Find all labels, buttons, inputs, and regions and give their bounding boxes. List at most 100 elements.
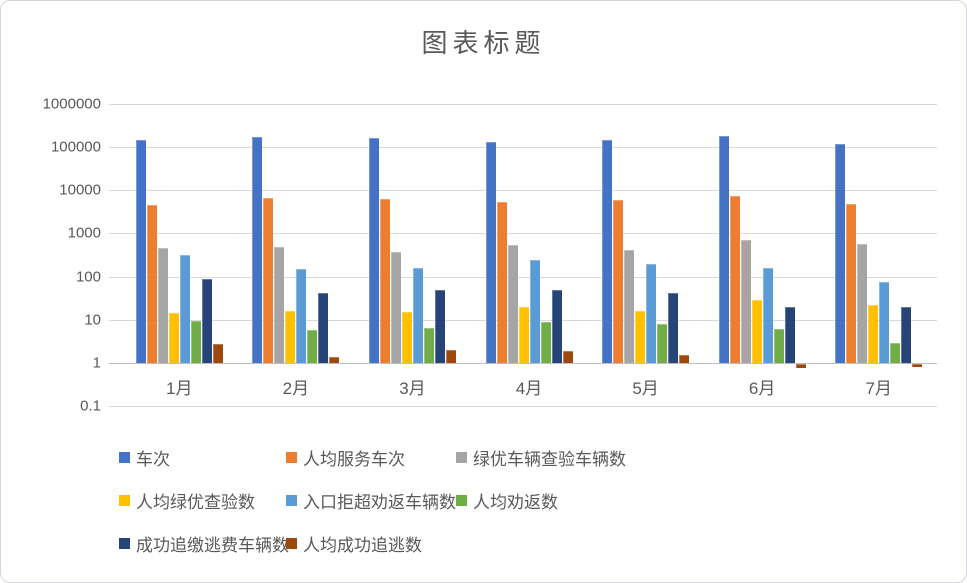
legend-marker-icon — [286, 494, 297, 506]
bar-series-1-month-3 — [379, 199, 390, 363]
legend-item-3: 人均绿优查验数 — [119, 490, 255, 512]
bar-series-0-month-6 — [718, 136, 729, 363]
gridline — [109, 190, 937, 192]
bar-series-4-month-1 — [179, 255, 190, 363]
bar-series-7-month-3 — [445, 349, 456, 363]
legend-marker-icon — [119, 494, 130, 506]
bar-series-3-month-7 — [868, 304, 879, 363]
bar-series-1-month-4 — [496, 202, 507, 363]
bar-series-6-month-1 — [201, 278, 212, 363]
legend-label: 成功追缴逃费车辆数 — [136, 535, 289, 555]
bar-series-1-month-5 — [613, 200, 624, 363]
legend-label: 入口拒超劝返车辆数 — [303, 492, 456, 512]
legend-label: 人均服务车次 — [303, 449, 405, 469]
bar-series-7-month-2 — [329, 356, 340, 363]
y-axis-tick-label: 100000 — [50, 138, 101, 156]
x-axis-category-label: 6月 — [748, 378, 776, 398]
bar-series-0-month-5 — [602, 139, 613, 363]
bar-series-3-month-5 — [635, 310, 646, 363]
bar-series-4-month-4 — [529, 260, 540, 363]
bar-series-5-month-2 — [307, 329, 318, 363]
bar-series-5-month-3 — [423, 328, 434, 363]
bar-series-3-month-6 — [751, 300, 762, 363]
y-axis-tick-label: 1000000 — [42, 95, 101, 113]
bar-series-0-month-3 — [368, 138, 379, 363]
bar-series-4-month-5 — [646, 263, 657, 363]
x-axis-category-label: 2月 — [282, 378, 310, 398]
gridline — [109, 405, 937, 407]
bar-series-0-month-1 — [135, 139, 146, 363]
legend-item-7: 人均成功追逃数 — [286, 533, 422, 555]
legend-marker-icon — [119, 451, 130, 463]
legend-label: 人均成功追逃数 — [303, 535, 422, 555]
bar-series-3-month-1 — [168, 313, 179, 363]
y-axis-tick-label: 10000 — [59, 181, 101, 199]
legend-marker-icon — [456, 494, 467, 506]
legend-label: 绿优车辆查验车辆数 — [473, 449, 626, 469]
x-axis-category-label: 1月 — [166, 378, 193, 398]
bar-series-3-month-4 — [518, 306, 529, 363]
bar-series-6-month-4 — [551, 289, 562, 363]
bar-series-0-month-7 — [835, 143, 846, 363]
y-axis-tick-label: 1 — [92, 354, 101, 372]
legend-item-4: 入口拒超劝返车辆数 — [286, 490, 456, 512]
legend-label: 人均劝返数 — [473, 492, 558, 512]
bar-series-5-month-6 — [773, 329, 784, 363]
bar-series-4-month-6 — [762, 268, 773, 363]
legend-label: 车次 — [136, 449, 170, 469]
bar-series-0-month-4 — [485, 142, 496, 363]
bar-series-7-month-4 — [562, 350, 573, 363]
x-axis-category-label: 5月 — [632, 378, 659, 398]
category-axis-line — [109, 362, 937, 364]
gridline — [109, 233, 937, 235]
legend-item-1: 人均服务车次 — [286, 447, 405, 469]
bar-series-2-month-4 — [507, 245, 518, 363]
gridline — [109, 276, 937, 278]
gridline — [109, 104, 937, 105]
x-axis-category-label: 3月 — [399, 378, 426, 398]
y-axis-tick-label: 0.1 — [80, 397, 101, 415]
bar-series-3-month-2 — [285, 310, 296, 363]
legend-item-5: 人均劝返数 — [456, 490, 558, 512]
bar-series-6-month-7 — [901, 306, 912, 363]
legend-label: 人均绿优查验数 — [136, 492, 255, 512]
bar-series-7-month-6 — [795, 363, 806, 368]
bar-series-6-month-6 — [784, 306, 795, 363]
bar-series-2-month-2 — [274, 247, 285, 363]
bar-series-1-month-1 — [146, 204, 157, 363]
bar-series-6-month-3 — [434, 289, 445, 363]
legend-marker-icon — [119, 537, 130, 549]
bar-series-2-month-1 — [157, 247, 168, 363]
bar-series-1-month-6 — [729, 196, 740, 363]
y-axis-tick-label: 100 — [75, 268, 101, 286]
bar-series-7-month-7 — [912, 363, 923, 367]
x-axis-category-label: 4月 — [515, 378, 543, 398]
legend-item-6: 成功追缴逃费车辆数 — [119, 533, 289, 555]
bar-series-5-month-1 — [190, 320, 201, 363]
bar-series-4-month-2 — [296, 268, 307, 363]
bar-series-7-month-5 — [679, 355, 690, 363]
bar-series-4-month-3 — [412, 267, 423, 363]
bar-series-1-month-2 — [263, 198, 274, 363]
bar-series-2-month-3 — [390, 252, 401, 363]
y-axis-tick-label: 1000 — [67, 224, 101, 242]
bar-series-4-month-7 — [879, 281, 890, 363]
gridline — [109, 147, 937, 149]
legend-marker-icon — [286, 537, 297, 549]
bar-series-6-month-2 — [318, 292, 329, 363]
y-axis-tick-label: 10 — [84, 311, 101, 329]
chart-title: 图表标题 — [421, 28, 546, 58]
bar-series-3-month-3 — [401, 312, 412, 363]
bar-series-2-month-5 — [624, 250, 635, 363]
bar-series-5-month-7 — [890, 342, 901, 363]
legend-marker-icon — [456, 451, 467, 463]
legend-marker-icon — [286, 451, 297, 463]
bar-series-2-month-7 — [857, 244, 868, 363]
bar-series-1-month-7 — [846, 204, 857, 363]
bar-series-6-month-5 — [668, 292, 679, 363]
bar-series-2-month-6 — [740, 240, 751, 363]
bar-series-7-month-1 — [212, 343, 223, 363]
bar-series-5-month-5 — [657, 323, 668, 363]
bar-series-0-month-2 — [252, 137, 263, 363]
